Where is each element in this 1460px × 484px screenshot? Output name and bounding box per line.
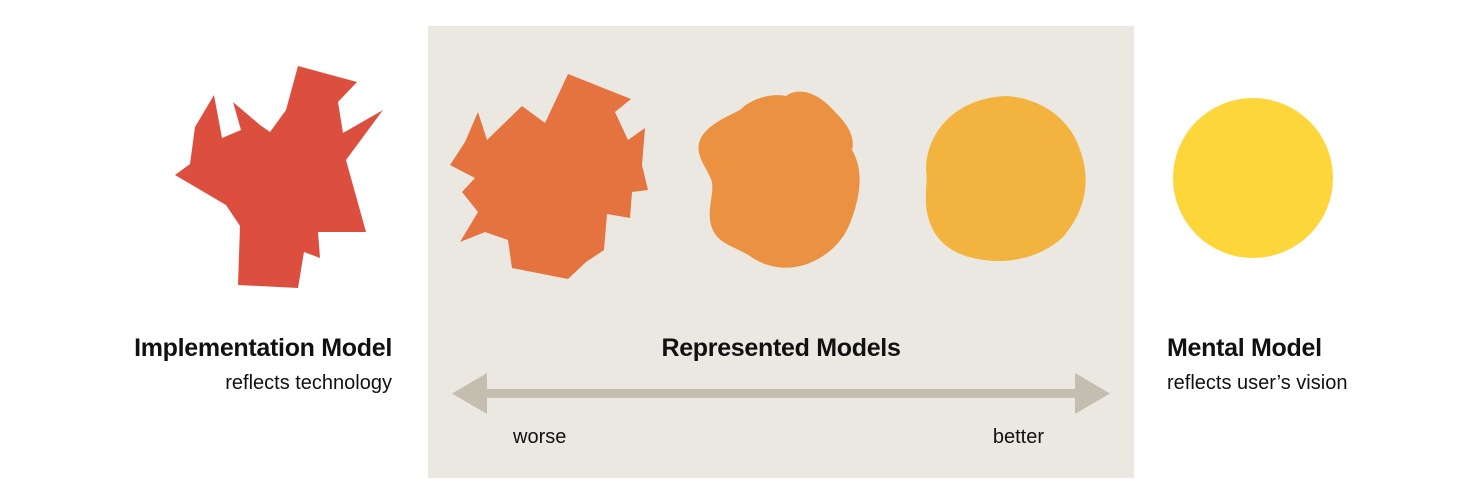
implementation-shape bbox=[175, 66, 383, 288]
better-label: better bbox=[992, 426, 1044, 448]
represented-shape-worse bbox=[450, 74, 648, 279]
represented-models-title: Represented Models bbox=[661, 334, 901, 362]
implementation-model-subtitle: reflects technology bbox=[225, 372, 392, 394]
mental-model-title: Mental Model bbox=[1167, 334, 1322, 362]
represented-shape-mid bbox=[698, 91, 860, 268]
implementation-model-title: Implementation Model bbox=[134, 334, 392, 362]
double-headed-arrow-icon bbox=[452, 373, 1110, 414]
represented-shape-better bbox=[925, 96, 1086, 261]
mental-model-subtitle: reflects user’s vision bbox=[1167, 372, 1348, 394]
worse-label: worse bbox=[513, 426, 567, 448]
mental-shape bbox=[1173, 98, 1333, 258]
